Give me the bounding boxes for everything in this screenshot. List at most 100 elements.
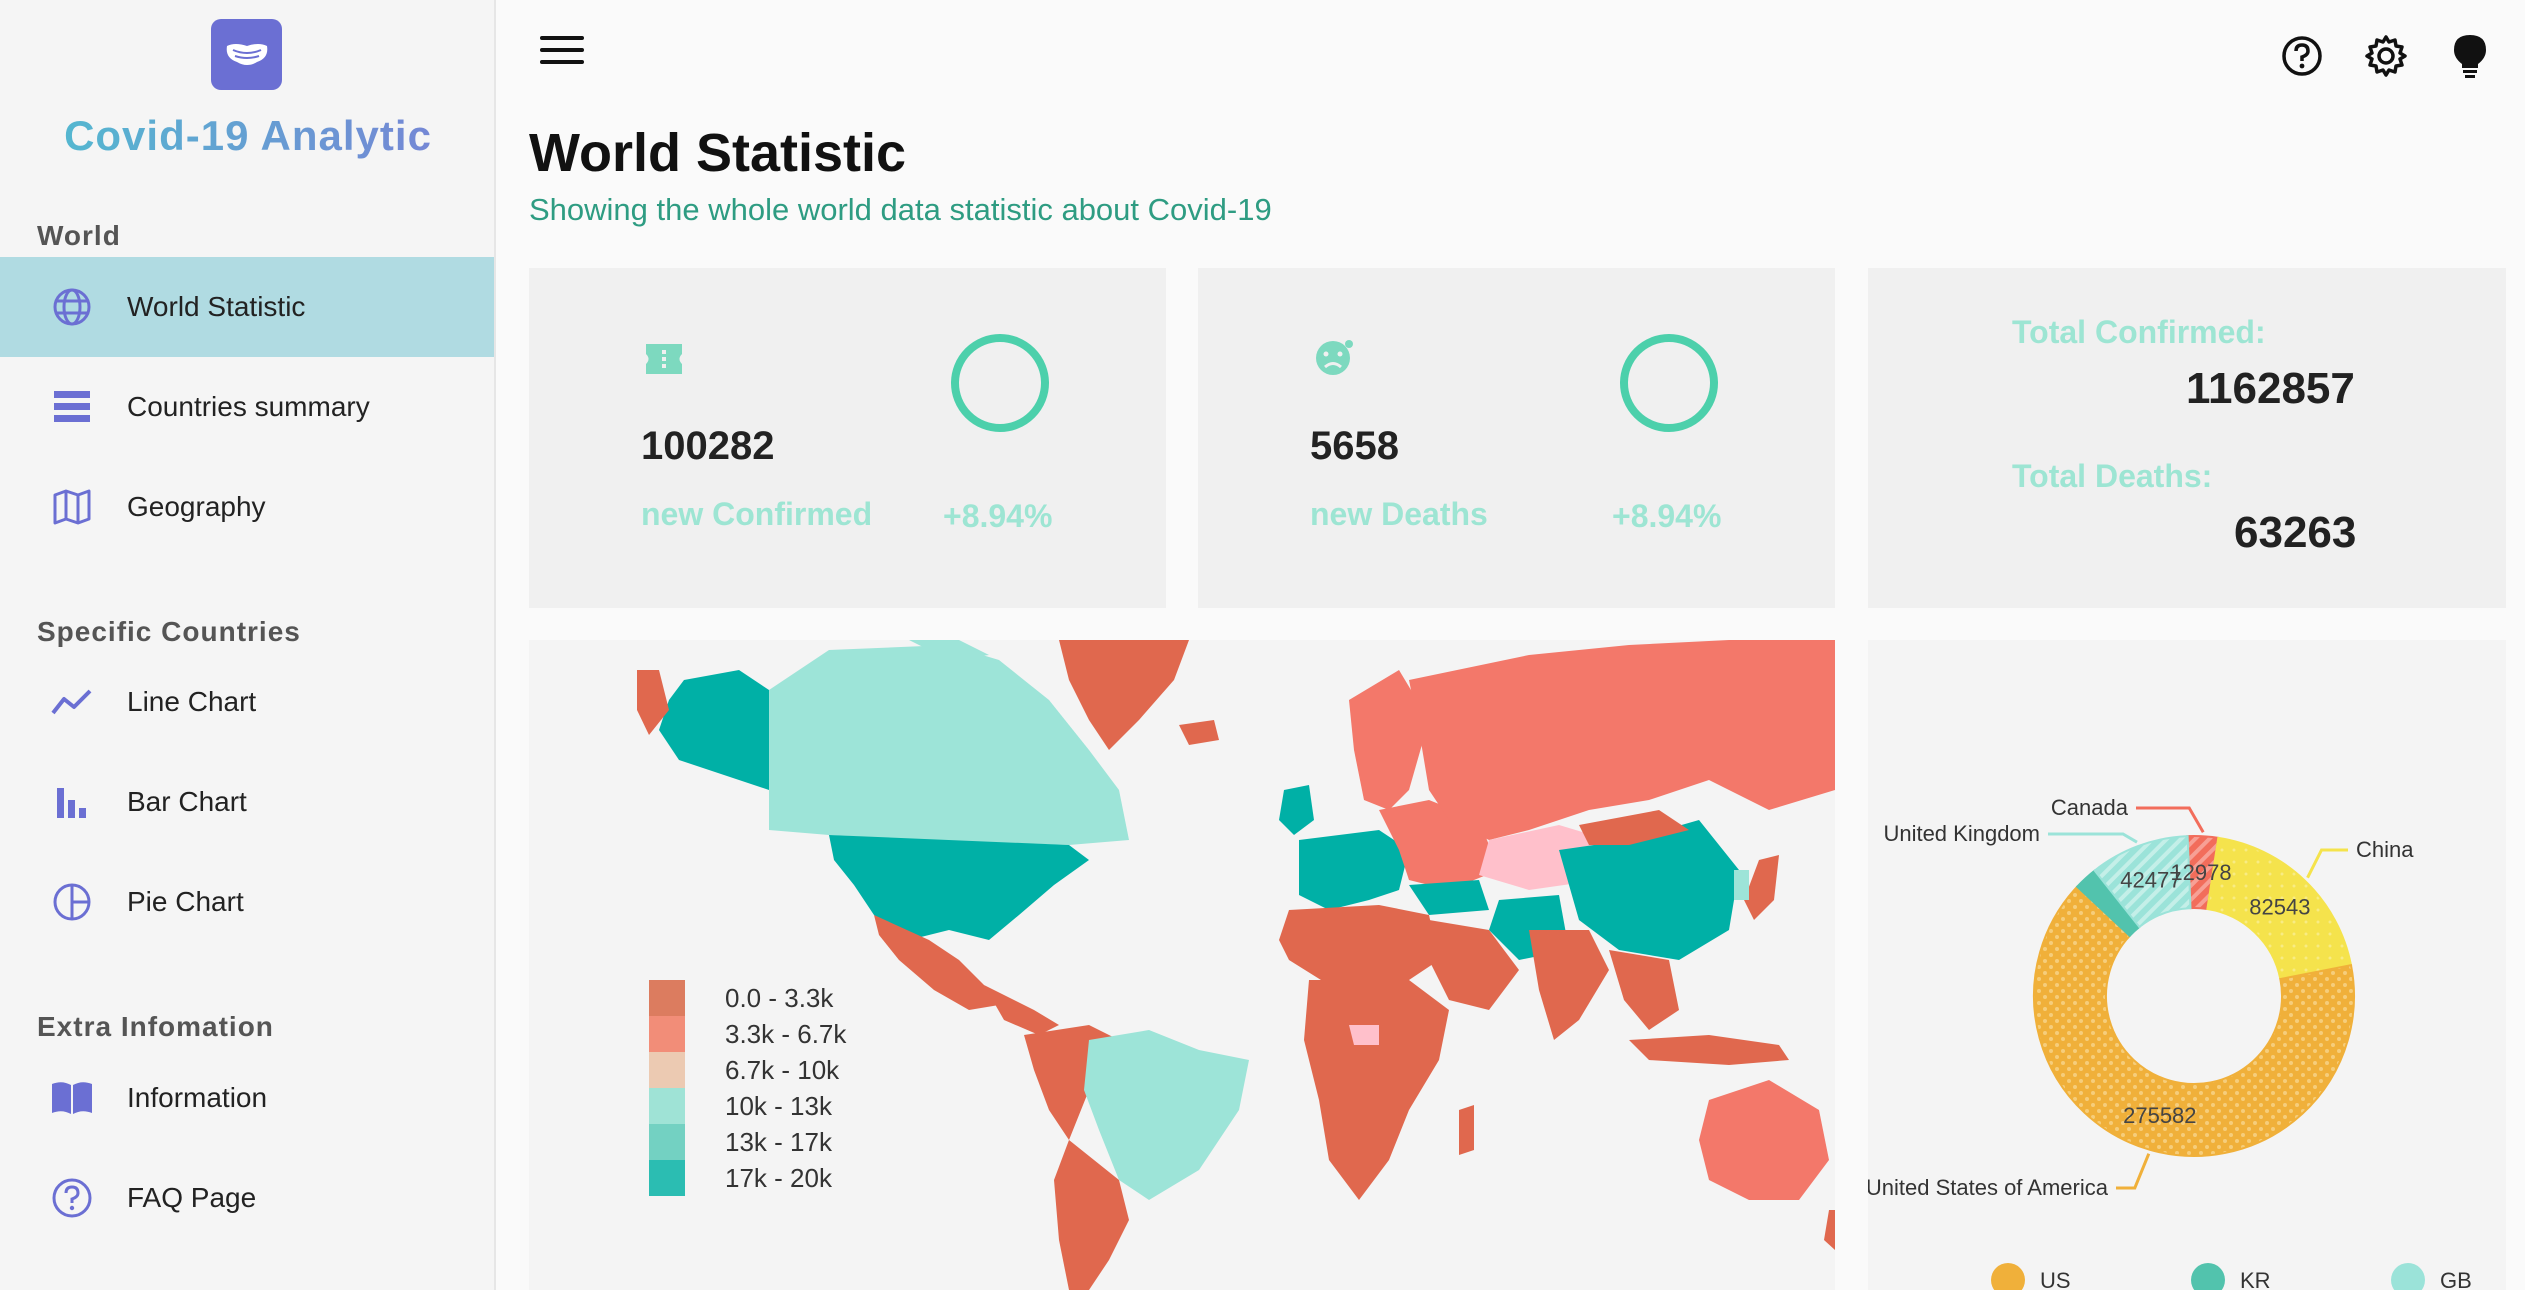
region-china [1559,820,1739,960]
region-scandinavia [1349,670,1429,810]
map-legend-item: 13k - 17k [649,1124,832,1160]
legend-label: 6.7k - 10k [725,1054,840,1085]
map-legend-item: 3.3k - 6.7k [649,1016,846,1052]
region-russia [1409,640,1835,840]
new-deaths-value: 5658 [1310,424,1399,468]
pie-leader-line [2306,848,2348,879]
pie-value-label: 42477 [2120,868,2181,893]
total-deaths-value: 63263 [2234,508,2357,557]
world-choropleth-map[interactable] [529,640,1835,1290]
region-greenland [1059,640,1189,750]
new-confirmed-value: 100282 [641,424,775,468]
sidebar-item-line-chart[interactable]: Line Chart [0,652,494,752]
sidebar-item-pie-chart[interactable]: Pie Chart [0,852,494,952]
sidebar-item-world-statistic[interactable]: World Statistic [0,257,494,357]
pie-leader-line [2116,1153,2151,1190]
pie-legend-label[interactable]: GB [2440,1268,2472,1290]
region-new-zealand [1824,1210,1835,1250]
settings-gear-icon[interactable] [2364,33,2408,79]
ticket-icon [646,344,682,374]
hamburger-menu-icon[interactable] [540,36,584,76]
region-australia [1699,1080,1829,1200]
page-title: World Statistic [529,123,907,183]
progress-ring [1620,334,1718,432]
region-uk [1279,785,1314,835]
sidebar-item-countries-summary[interactable]: Countries summary [0,357,494,457]
region-east-africa-pink [1349,1025,1379,1045]
total-deaths-label: Total Deaths: [2012,458,2213,494]
pie-chart-card: 12978 82543 275582 42477 Canada China United K… [1868,640,2506,1290]
sidebar-item-faq-page[interactable]: FAQ Page [0,1148,494,1248]
region-canada [769,645,1129,845]
new-deaths-card: 5658 new Deaths +8.94% [1198,268,1835,608]
world-map-card: 0.0 - 3.3k 3.3k - 6.7k 6.7k - 10k 10k - 13k… [529,640,1835,1290]
lightbulb-icon[interactable] [2448,33,2492,79]
legend-swatch [649,1124,685,1160]
pie-slice[interactable] [2093,835,2192,929]
map-legend-item: 17k - 20k [649,1160,832,1196]
sidebar-item-label: Geography [127,491,266,522]
legend-label: 0.0 - 3.3k [725,982,834,1013]
pie-slice[interactable] [2206,836,2353,981]
map-legend-item: 10k - 13k [649,1088,832,1124]
pie-slice[interactable] [2033,885,2355,1157]
sidebar-item-label: Bar Chart [127,786,247,817]
region-iceland [1179,720,1219,745]
legend-swatch [649,1088,685,1124]
page-subtitle: Showing the whole world data statistic a… [529,192,1272,227]
line-chart-icon [50,680,94,724]
region-korea [1734,870,1749,900]
region-argentina-chile [1054,1140,1129,1290]
region-india [1529,930,1609,1040]
total-confirmed-label: Total Confirmed: [2012,314,2266,350]
region-western-europe [1299,830,1409,910]
sidebar-item-label: Line Chart [127,686,257,717]
region-central-america [984,985,1059,1035]
legend-swatch [649,1016,685,1052]
mask-icon [226,43,267,65]
pie-leader-line [2136,806,2205,834]
pie-legend-marker[interactable] [2191,1263,2225,1290]
map-legend-item: 6.7k - 10k [649,1052,839,1088]
region-japan [1744,855,1779,920]
sidebar-item-label: Pie Chart [127,886,244,917]
pie-value-label: 275582 [2123,1103,2196,1128]
donut-chart[interactable]: 12978 82543 275582 42477 Canada China United K… [1868,640,2506,1290]
region-mongolia [1579,810,1689,845]
help-circle-icon[interactable] [2280,33,2324,79]
region-se-asia [1609,950,1679,1030]
pie-legend-label[interactable]: KR [2240,1268,2271,1290]
region-north-africa [1279,905,1439,985]
new-deaths-label: new Deaths [1310,496,1488,532]
region-arabia [1429,920,1519,1010]
section-title-specific-countries: Specific Countries [37,616,301,647]
pie-category-label: China [2356,837,2414,862]
sidebar-item-label: World Statistic [127,291,306,322]
sidebar-item-geography[interactable]: Geography [0,457,494,557]
sad-virus-icon [1316,340,1353,375]
region-mexico [874,915,999,1010]
bar-chart-icon [50,780,94,824]
legend-swatch [649,1052,685,1088]
sidebar-item-bar-chart[interactable]: Bar Chart [0,752,494,852]
new-confirmed-percent: +8.94% [943,498,1053,534]
sidebar-item-label: Countries summary [127,391,370,422]
pie-value-label: 82543 [2249,895,2310,920]
help-icon [50,1176,94,1220]
pie-legend-marker[interactable] [1991,1263,2025,1290]
new-deaths-percent: +8.94% [1612,498,1722,534]
app-title: Covid-19 Analytic [0,112,496,160]
region-alaska [659,670,769,790]
legend-label: 17k - 20k [725,1162,832,1193]
region-madagascar [1459,1105,1474,1155]
legend-label: 13k - 17k [725,1126,832,1157]
pie-legend-label[interactable]: US [2040,1268,2071,1290]
totals-card: Total Confirmed: 1162857 Total Deaths: 6… [1868,268,2506,608]
map-legend-item: 0.0 - 3.3k [649,980,833,1016]
sidebar-item-information[interactable]: Information [0,1048,494,1148]
pie-value-label: 12978 [2170,860,2231,885]
pie-legend-marker[interactable] [2391,1263,2425,1290]
region-canada-islands [909,640,989,660]
legend-label: 10k - 13k [725,1090,832,1121]
app-logo[interactable] [211,19,282,90]
